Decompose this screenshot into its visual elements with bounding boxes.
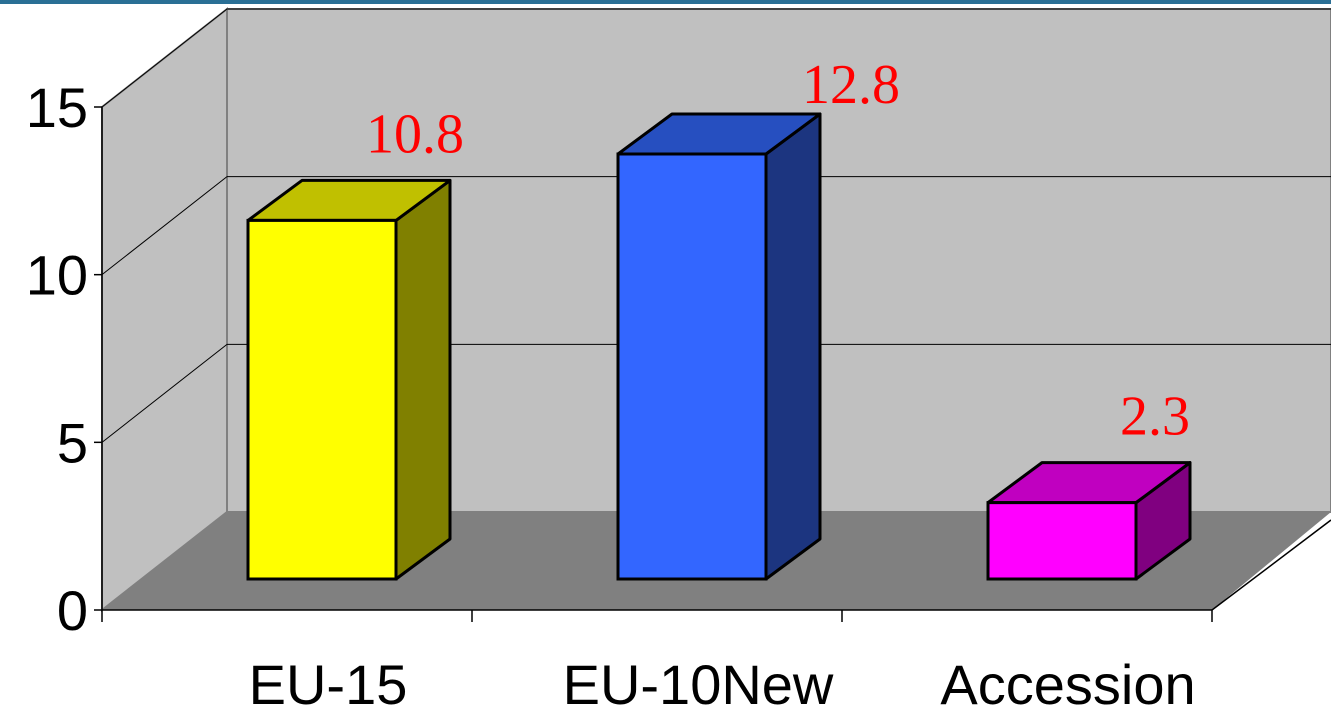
category-label: Accession (940, 653, 1195, 711)
bars (246, 112, 1192, 581)
category-label: EU-10New (563, 653, 834, 711)
bar-side (764, 112, 822, 581)
category-labels: EU-15 EU-10New Accession (249, 653, 1196, 711)
x-tick-marks (101, 610, 1213, 622)
data-label: 12.8 (802, 54, 900, 116)
bar (986, 501, 1138, 581)
y-tick-label: 10 (26, 244, 88, 307)
gridline-diagonal (101, 176, 228, 276)
bar-accession (986, 461, 1192, 581)
bar (616, 152, 768, 581)
bar-side (394, 178, 452, 581)
bar (246, 218, 398, 581)
bar-eu-15 (246, 178, 452, 581)
bar-eu-10new (616, 112, 822, 581)
gridline-diagonal (101, 8, 228, 108)
y-tick-labels: 0 5 10 15 (26, 76, 88, 642)
gridline-diagonal (101, 343, 228, 443)
y-tick-label: 0 (57, 579, 88, 642)
data-label: 2.3 (1120, 386, 1190, 448)
floor-edge-right (1211, 519, 1331, 611)
y-tick-label: 5 (57, 411, 88, 474)
top-rule (0, 0, 1331, 4)
chart-side-wall (101, 6, 228, 613)
y-tick-marks (94, 106, 102, 611)
y-tick-label: 15 (26, 76, 88, 139)
data-label: 10.8 (366, 103, 464, 165)
data-labels: 10.8 12.8 2.3 (366, 54, 1190, 448)
category-label: EU-15 (249, 653, 408, 711)
